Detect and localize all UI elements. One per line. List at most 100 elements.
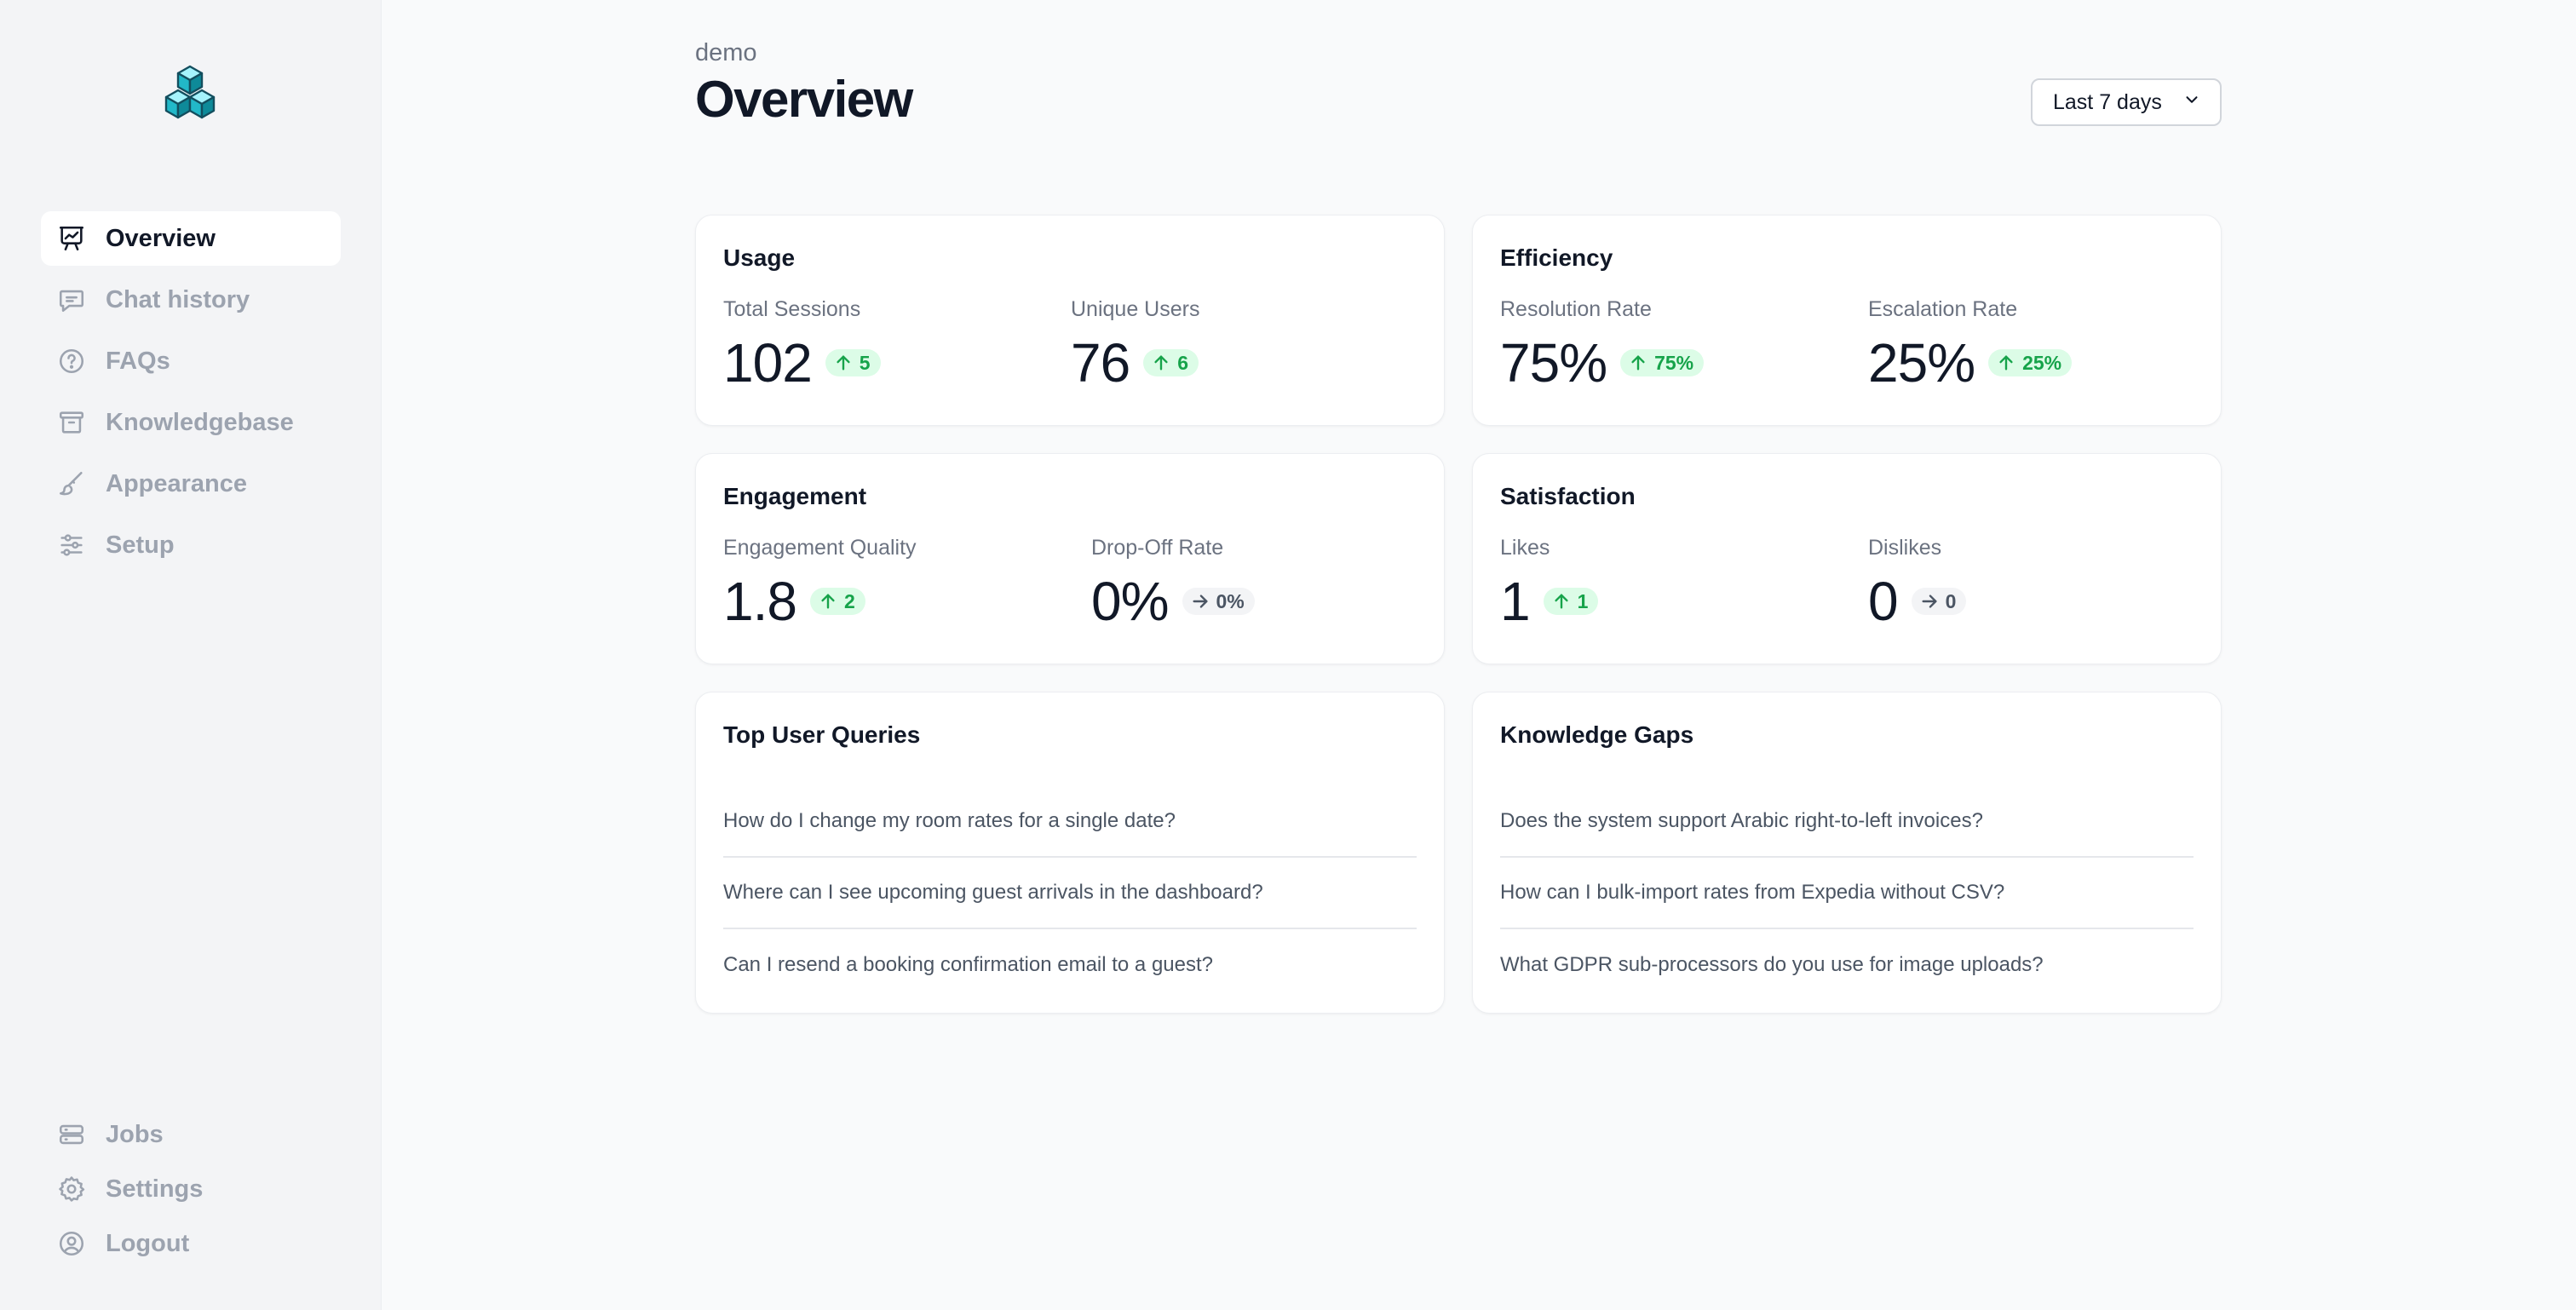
user-circle-icon xyxy=(56,1228,87,1259)
arrow-up-icon xyxy=(821,594,835,609)
metric-engagement-quality: Engagement Quality 1.8 2 xyxy=(723,536,917,629)
cubes-logo-icon[interactable] xyxy=(158,63,221,126)
metric-dislikes: Dislikes 0 0 xyxy=(1868,536,1967,632)
sidebar-item-faqs[interactable]: FAQs xyxy=(41,334,341,388)
sidebar-item-label: Overview xyxy=(106,224,216,252)
sidebar-item-logout[interactable]: Logout xyxy=(41,1216,341,1271)
list-item[interactable]: Does the system support Arabic right-to-… xyxy=(1500,786,2194,858)
metric-resolution-rate: Resolution Rate 75% 75% xyxy=(1500,297,1705,394)
top-queries-card: Top User Queries How do I change my room… xyxy=(695,692,1445,1014)
page-title: Overview xyxy=(695,71,913,128)
trend-value: 1 xyxy=(1577,589,1589,612)
sidebar-item-setup[interactable]: Setup xyxy=(41,518,341,572)
paint-brush-icon xyxy=(56,468,87,499)
metric-label: Escalation Rate xyxy=(1868,297,2018,321)
question-circle-icon xyxy=(56,346,87,376)
arrow-up-icon xyxy=(1631,355,1645,371)
gear-icon xyxy=(56,1174,87,1204)
sidebar-item-knowledgebase[interactable]: Knowledgebase xyxy=(41,395,341,450)
sidebar-item-label: Settings xyxy=(106,1175,204,1203)
metric-value: 0% xyxy=(1091,571,1169,632)
sidebar-item-jobs[interactable]: Jobs xyxy=(41,1107,341,1162)
usage-card: Usage Total Sessions 102 5 Unique Users … xyxy=(695,215,1445,426)
arrow-up-icon xyxy=(1154,355,1168,371)
trend-value: 25% xyxy=(2022,351,2062,374)
metric-label: Engagement Quality xyxy=(723,536,917,560)
trend-badge: 0 xyxy=(1911,588,1967,615)
workspace-name: demo xyxy=(695,39,757,66)
arrow-right-icon xyxy=(1192,595,1208,608)
metric-likes: Likes 1 1 xyxy=(1500,536,1599,632)
trend-value: 6 xyxy=(1177,351,1188,374)
trend-value: 0 xyxy=(1945,589,1957,612)
metric-label: Likes xyxy=(1500,536,1550,560)
server-stack-icon xyxy=(56,1119,87,1150)
chevron-down-icon xyxy=(2182,90,2201,115)
trend-badge: 0% xyxy=(1182,588,1255,615)
metric-value: 25% xyxy=(1868,332,1975,394)
sidebar-nav: Overview Chat history FAQs xyxy=(41,211,341,579)
arrow-up-icon xyxy=(1554,594,1568,609)
sidebar-item-appearance[interactable]: Appearance xyxy=(41,457,341,511)
satisfaction-card: Satisfaction Likes 1 1 Dislikes 0 0 xyxy=(1472,453,2222,664)
metric-value: 0 xyxy=(1868,571,1899,632)
metric-value: 1 xyxy=(1500,571,1531,632)
arrow-up-icon xyxy=(837,355,850,371)
efficiency-card: Efficiency Resolution Rate 75% 75% Escal… xyxy=(1472,215,2222,426)
list-item[interactable]: What GDPR sub-processors do you use for … xyxy=(1500,953,2044,976)
list-item[interactable]: How can I bulk-import rates from Expedia… xyxy=(1500,858,2194,929)
sidebar-item-label: Chat history xyxy=(106,285,250,313)
chat-bubble-icon xyxy=(56,284,87,315)
metric-label: Total Sessions xyxy=(723,297,861,321)
sidebar-item-label: Jobs xyxy=(106,1120,164,1148)
metric-unique-users: Unique Users 76 6 xyxy=(1071,297,1199,390)
engagement-card: Engagement Engagement Quality 1.8 2 Drop… xyxy=(695,453,1445,664)
sliders-icon xyxy=(56,530,87,560)
metric-total-sessions: Total Sessions 102 5 xyxy=(723,297,881,390)
sidebar-item-label: Appearance xyxy=(106,469,248,497)
trend-badge: 25% xyxy=(1988,349,2073,376)
card-title: Satisfaction xyxy=(1500,483,1636,509)
trend-badge: 2 xyxy=(809,588,865,615)
sidebar-item-overview[interactable]: Overview xyxy=(41,211,341,266)
trend-badge: 75% xyxy=(1620,349,1705,376)
trend-badge: 6 xyxy=(1143,349,1199,376)
sidebar-item-label: Knowledgebase xyxy=(106,408,294,436)
knowledge-gaps-card: Knowledge Gaps Does the system support A… xyxy=(1472,692,2222,1014)
arrow-up-icon xyxy=(1999,355,2013,371)
card-title: Usage xyxy=(723,244,796,271)
trend-badge: 1 xyxy=(1543,588,1599,615)
sidebar-item-label: Setup xyxy=(106,531,175,559)
list-item[interactable]: Where can I see upcoming guest arrivals … xyxy=(723,858,1417,929)
card-title: Engagement xyxy=(723,483,867,509)
metric-escalation-rate: Escalation Rate 25% 25% xyxy=(1868,297,2073,394)
arrow-right-icon xyxy=(1922,595,1937,608)
trend-badge: 5 xyxy=(825,349,881,376)
sidebar-bottom-nav: Jobs Settings Logout xyxy=(41,1107,341,1271)
sidebar: Overview Chat history FAQs xyxy=(0,0,382,1310)
gap-list: Does the system support Arabic right-to-… xyxy=(1500,786,2194,1001)
trend-value: 2 xyxy=(843,589,855,612)
sidebar-item-label: Logout xyxy=(106,1229,190,1257)
archive-box-icon xyxy=(56,407,87,438)
sidebar-item-chat-history[interactable]: Chat history xyxy=(41,273,341,327)
metric-label: Unique Users xyxy=(1071,297,1200,321)
trend-value: 0% xyxy=(1216,589,1245,612)
trend-value: 5 xyxy=(859,351,871,374)
metric-drop-off-rate: Drop-Off Rate 0% 0% xyxy=(1091,536,1255,629)
metric-value: 102 xyxy=(723,332,813,394)
trend-value: 75% xyxy=(1654,351,1694,374)
card-title: Efficiency xyxy=(1500,244,1613,271)
metric-value: 1.8 xyxy=(723,571,797,632)
list-item[interactable]: How do I change my room rates for a sing… xyxy=(723,786,1417,858)
metric-label: Drop-Off Rate xyxy=(1091,536,1224,560)
date-range-select[interactable]: Last 7 days xyxy=(2031,78,2222,126)
query-list: How do I change my room rates for a sing… xyxy=(723,786,1417,1001)
metric-value: 76 xyxy=(1071,332,1130,394)
card-title: Top User Queries xyxy=(723,721,921,748)
list-item[interactable]: Can I resend a booking confirmation emai… xyxy=(723,953,1214,976)
sidebar-item-settings[interactable]: Settings xyxy=(41,1162,341,1216)
metric-value: 75% xyxy=(1500,332,1607,394)
metric-label: Dislikes xyxy=(1868,536,1942,560)
sidebar-item-label: FAQs xyxy=(106,347,170,375)
